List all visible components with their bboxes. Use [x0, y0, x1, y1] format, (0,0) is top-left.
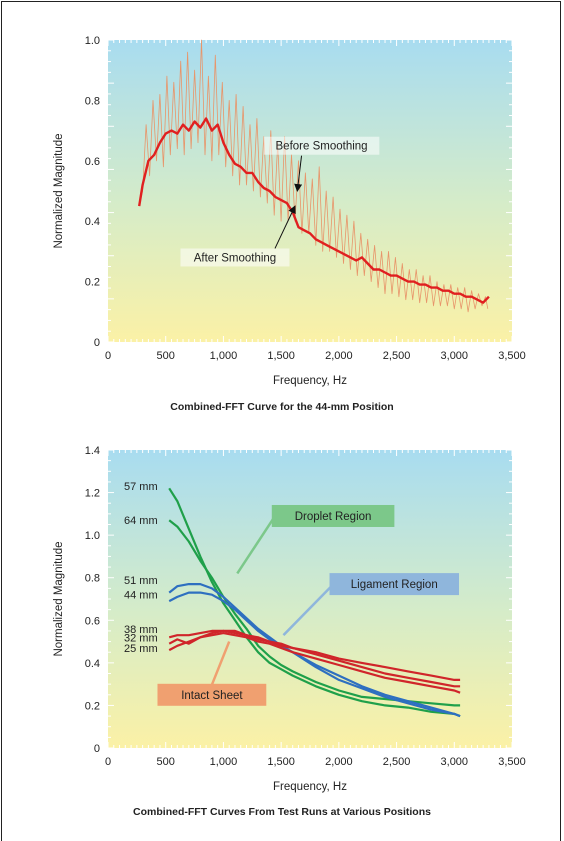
y-tick-label: 0.6 [85, 615, 100, 627]
series-name-label: 44 mm [124, 590, 158, 602]
x-axis-label: Frequency, Hz [273, 375, 347, 387]
region-pointer [210, 641, 231, 686]
x-tick-label: 1,500 [267, 350, 295, 362]
y-tick-label: 1.0 [85, 530, 100, 542]
annotation-label: Before Smoothing [276, 141, 368, 153]
y-tick-label: 0.8 [85, 95, 100, 107]
y-tick-label: 1.0 [85, 35, 100, 47]
region-pointer [282, 585, 333, 637]
y-tick-label: 0.8 [85, 573, 100, 585]
region-pointer [236, 517, 275, 575]
x-tick-label: 2,000 [325, 756, 353, 768]
y-axis-label: Normalized Magnitude [53, 133, 65, 248]
x-tick-label: 1,500 [267, 756, 295, 768]
annotation-box [180, 248, 290, 267]
region-label-box [271, 504, 395, 527]
x-tick-label: 2,500 [383, 756, 411, 768]
series-group [168, 487, 461, 718]
series-name-label: 51 mm [124, 575, 158, 587]
annotation-arrow [274, 205, 296, 249]
x-tick-label: 3,000 [441, 756, 469, 768]
series-name-label: 57 mm [124, 481, 158, 493]
plot-background [108, 40, 512, 342]
chart-caption: Combined-FFT Curves From Test Runs at Va… [133, 806, 431, 818]
y-tick-label: 1.2 [85, 488, 100, 500]
series-name-label: 38 mm [124, 624, 158, 636]
annotations-group: Before Smoothing After Smoothing [180, 136, 380, 267]
x-tick-label: 3,500 [498, 350, 526, 362]
series-line-25-mm [168, 632, 461, 694]
series-name-label: 32 mm [124, 632, 158, 644]
series-line-57-mm [168, 487, 461, 718]
chart-top: 0 500 1,000 1,500 2,000 2,500 3,000 3,500 00.20… [53, 35, 526, 413]
series-group [138, 39, 490, 313]
x-tick-labels: 0 500 1,000 1,500 2,000 2,500 3,000 3,500 [105, 350, 526, 362]
x-tick-label: 0 [105, 756, 111, 768]
annotation-label: After Smoothing [194, 252, 276, 264]
x-tick-label: 2,000 [325, 350, 353, 362]
x-tick-label: 2,500 [383, 350, 411, 362]
y-tick-label: 1.4 [85, 445, 100, 457]
y-tick-label: 0.4 [85, 216, 100, 228]
y-tick-labels: 0 0.2 0.4 0.6 0.8 1.0 [85, 35, 100, 349]
region-label-box [157, 683, 267, 706]
x-tick-label: 500 [157, 350, 175, 362]
y-tick-labels: 0 0.2 0.4 0.6 0.8 1.0 1.2 1.4 [85, 445, 100, 755]
x-tick-marks [107, 449, 513, 749]
chart-caption: Combined-FFT Curve for the 44-mm Positio… [170, 401, 393, 413]
region-label: Intact Sheet [181, 690, 243, 702]
y-tick-label: 0 [94, 743, 100, 755]
series-line-before-smoothing [138, 39, 489, 313]
y-tick-label: 0.4 [85, 658, 100, 670]
x-tick-labels: 0 500 1,000 1,500 2,000 2,500 3,000 3,500 [105, 756, 526, 768]
x-tick-label: 3,000 [441, 350, 469, 362]
chart-bottom: 0 500 1,000 1,500 2,000 2,500 3,000 3,500 00.20… [53, 445, 526, 818]
region-label: Droplet Region [295, 511, 372, 523]
x-axis-label: Frequency, Hz [273, 781, 347, 793]
x-tick-label: 0 [105, 350, 111, 362]
x-tick-label: 500 [157, 756, 175, 768]
y-tick-label: 0.6 [85, 156, 100, 168]
y-tick-label: 0 [94, 337, 100, 349]
y-axis-label: Normalized Magnitude [53, 541, 65, 656]
series-name-label: 25 mm [124, 643, 158, 655]
y-tick-label: 0.2 [85, 700, 100, 712]
region-label-box [329, 573, 460, 596]
x-tick-label: 1,000 [210, 350, 238, 362]
region-labels-group: Droplet Region Ligament Region Intact Shee… [157, 504, 460, 706]
x-tick-label: 1,000 [210, 756, 238, 768]
annotation-box [263, 136, 380, 155]
series-name-label: 64 mm [124, 515, 158, 527]
y-tick-label: 0.2 [85, 277, 100, 289]
x-tick-marks [107, 39, 513, 343]
region-label: Ligament Region [351, 579, 438, 591]
annotation-arrow [294, 155, 303, 192]
series-line-after-smoothing [138, 117, 490, 304]
x-tick-label: 3,500 [498, 756, 526, 768]
